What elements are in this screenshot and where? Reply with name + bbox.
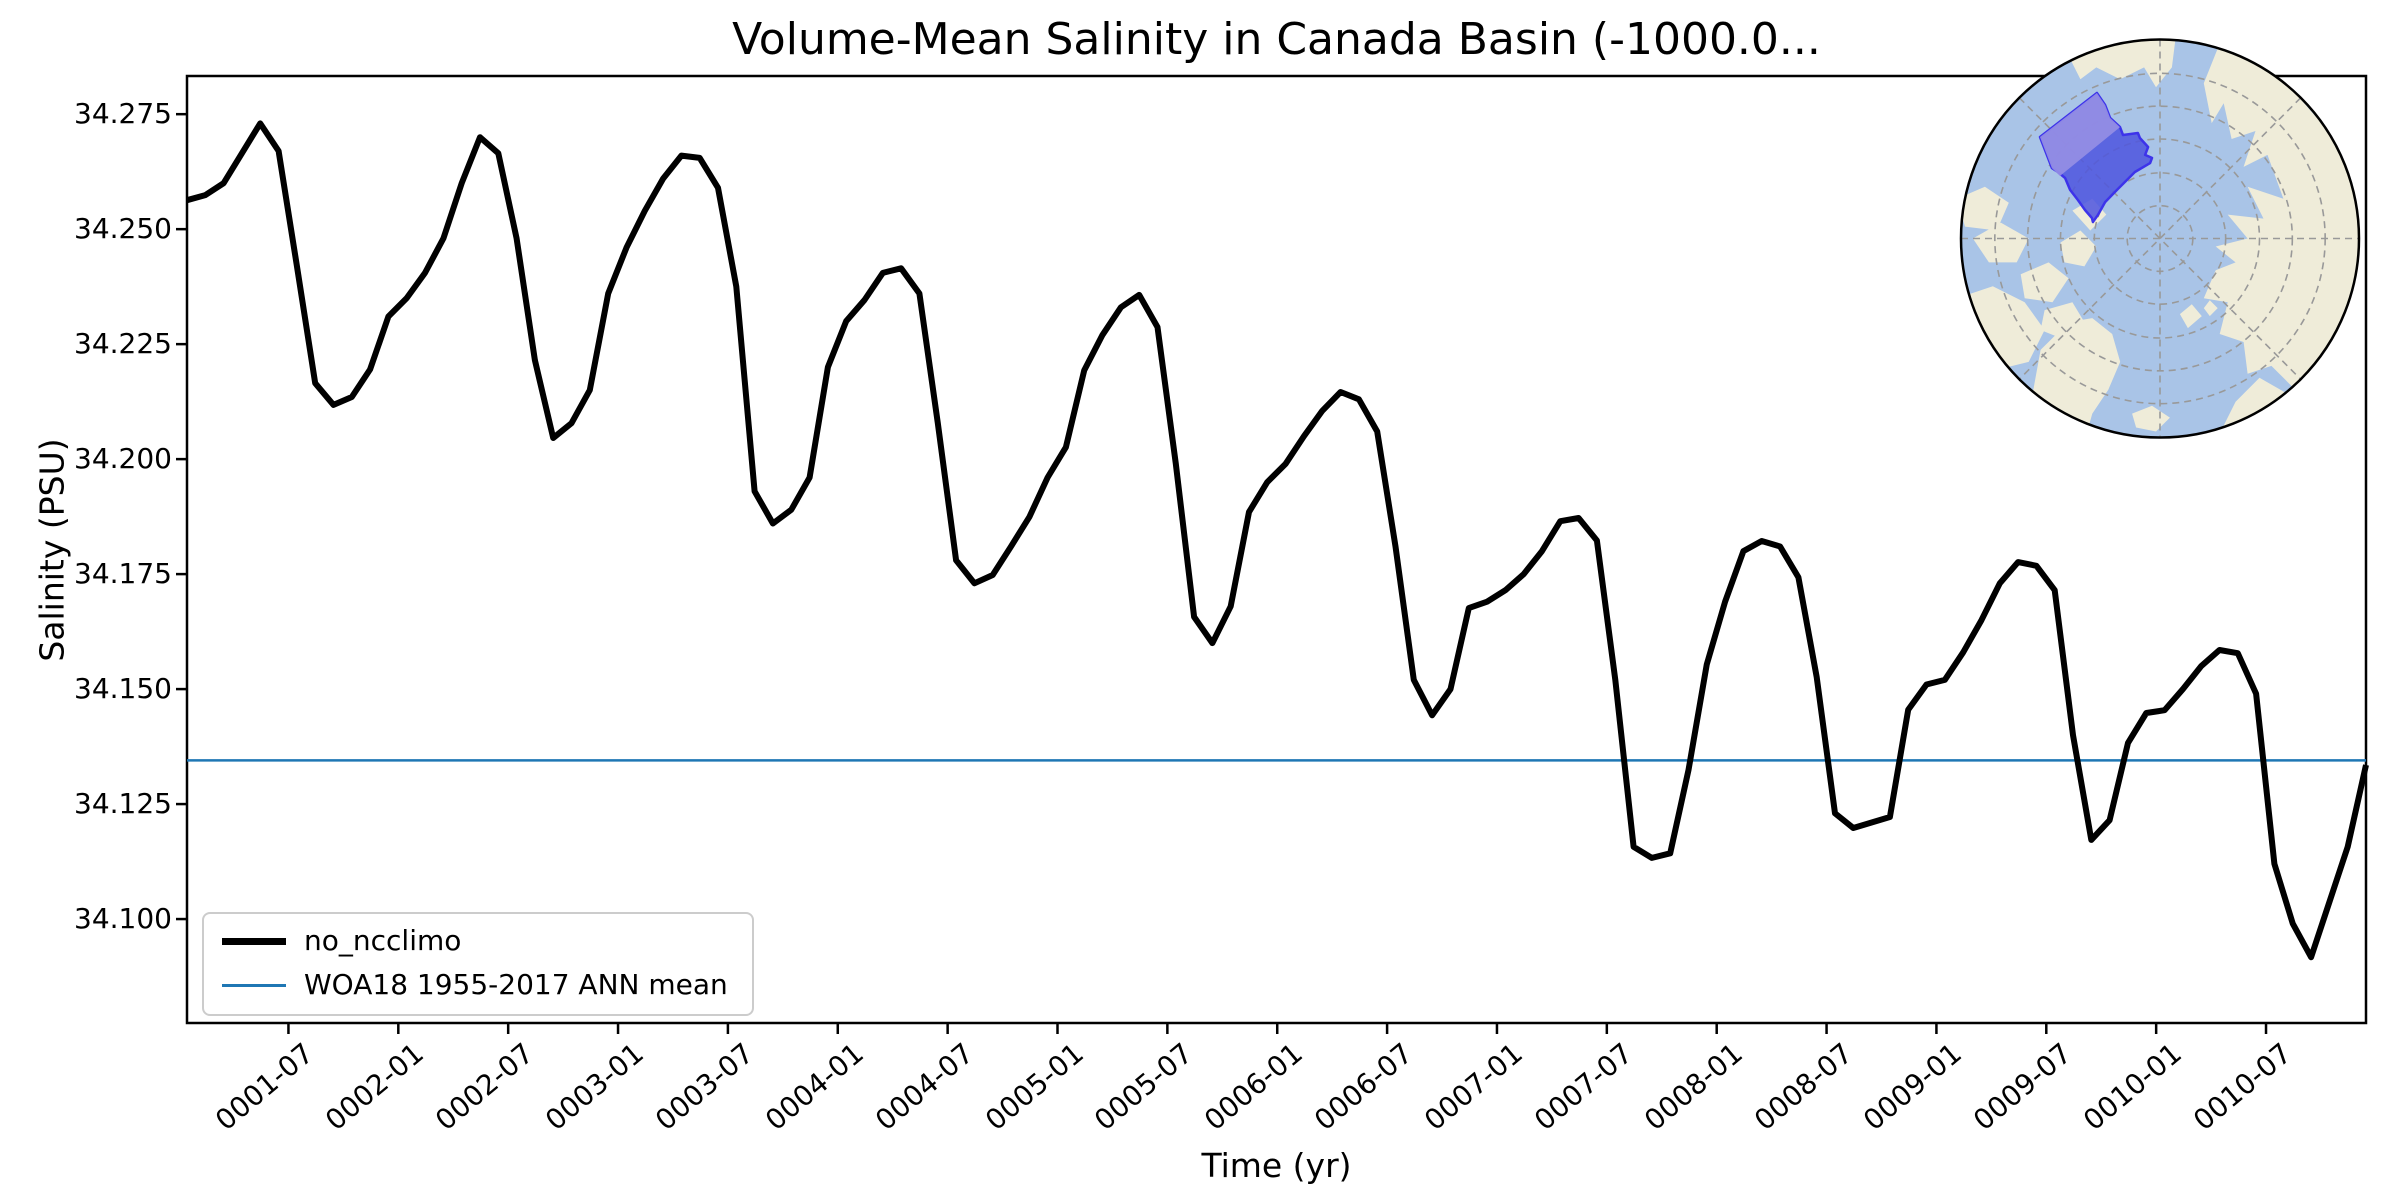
inset-map (1959, 38, 2361, 439)
legend-item-no-ncclimo: no_ncclimo (222, 926, 728, 956)
y-tick-label: 34.125 (74, 787, 172, 821)
no-ncclimo-line (186, 120, 2369, 961)
inset-land-svalbard2 (2203, 300, 2218, 317)
inset-land-arch-island2 (2020, 262, 2069, 303)
y-tick-label: 34.100 (74, 902, 172, 936)
legend-item-woa18: WOA18 1955-2017 ANN mean (222, 970, 728, 1000)
inset-land-arch-island1 (1972, 222, 2029, 263)
inset-land-arch-island3 (2040, 302, 2085, 338)
inset-land-siberia (2203, 43, 2359, 390)
inset-outline (1959, 38, 2361, 439)
chart-title: Volume-Mean Salinity in Canada Basin (-1… (732, 14, 1821, 65)
legend-swatch-no-ncclimo (222, 937, 286, 945)
inset-land (1961, 39, 2359, 438)
y-tick-label: 34.250 (74, 212, 172, 246)
legend: no_ncclimo WOA18 1955-2017 ANN mean (202, 912, 754, 1016)
y-tick-label: 34.225 (74, 327, 172, 361)
canada-basin-highlight-land-part (2040, 93, 2120, 176)
inset-land-svalbard1 (2179, 304, 2202, 329)
y-tick-label: 34.200 (74, 442, 172, 476)
y-tick-label: 34.150 (74, 672, 172, 706)
inset-land-alaska (1961, 186, 2009, 231)
legend-label-woa18: WOA18 1955-2017 ANN mean (304, 968, 728, 1001)
x-axis-label: Time (yr) (1201, 1146, 1352, 1185)
legend-label-no-ncclimo: no_ncclimo (304, 924, 462, 957)
y-tick-label: 34.275 (74, 97, 172, 131)
inset-land-arch-island4 (2060, 230, 2097, 267)
y-tick-label: 34.175 (74, 557, 172, 591)
legend-swatch-woa18 (222, 983, 286, 987)
